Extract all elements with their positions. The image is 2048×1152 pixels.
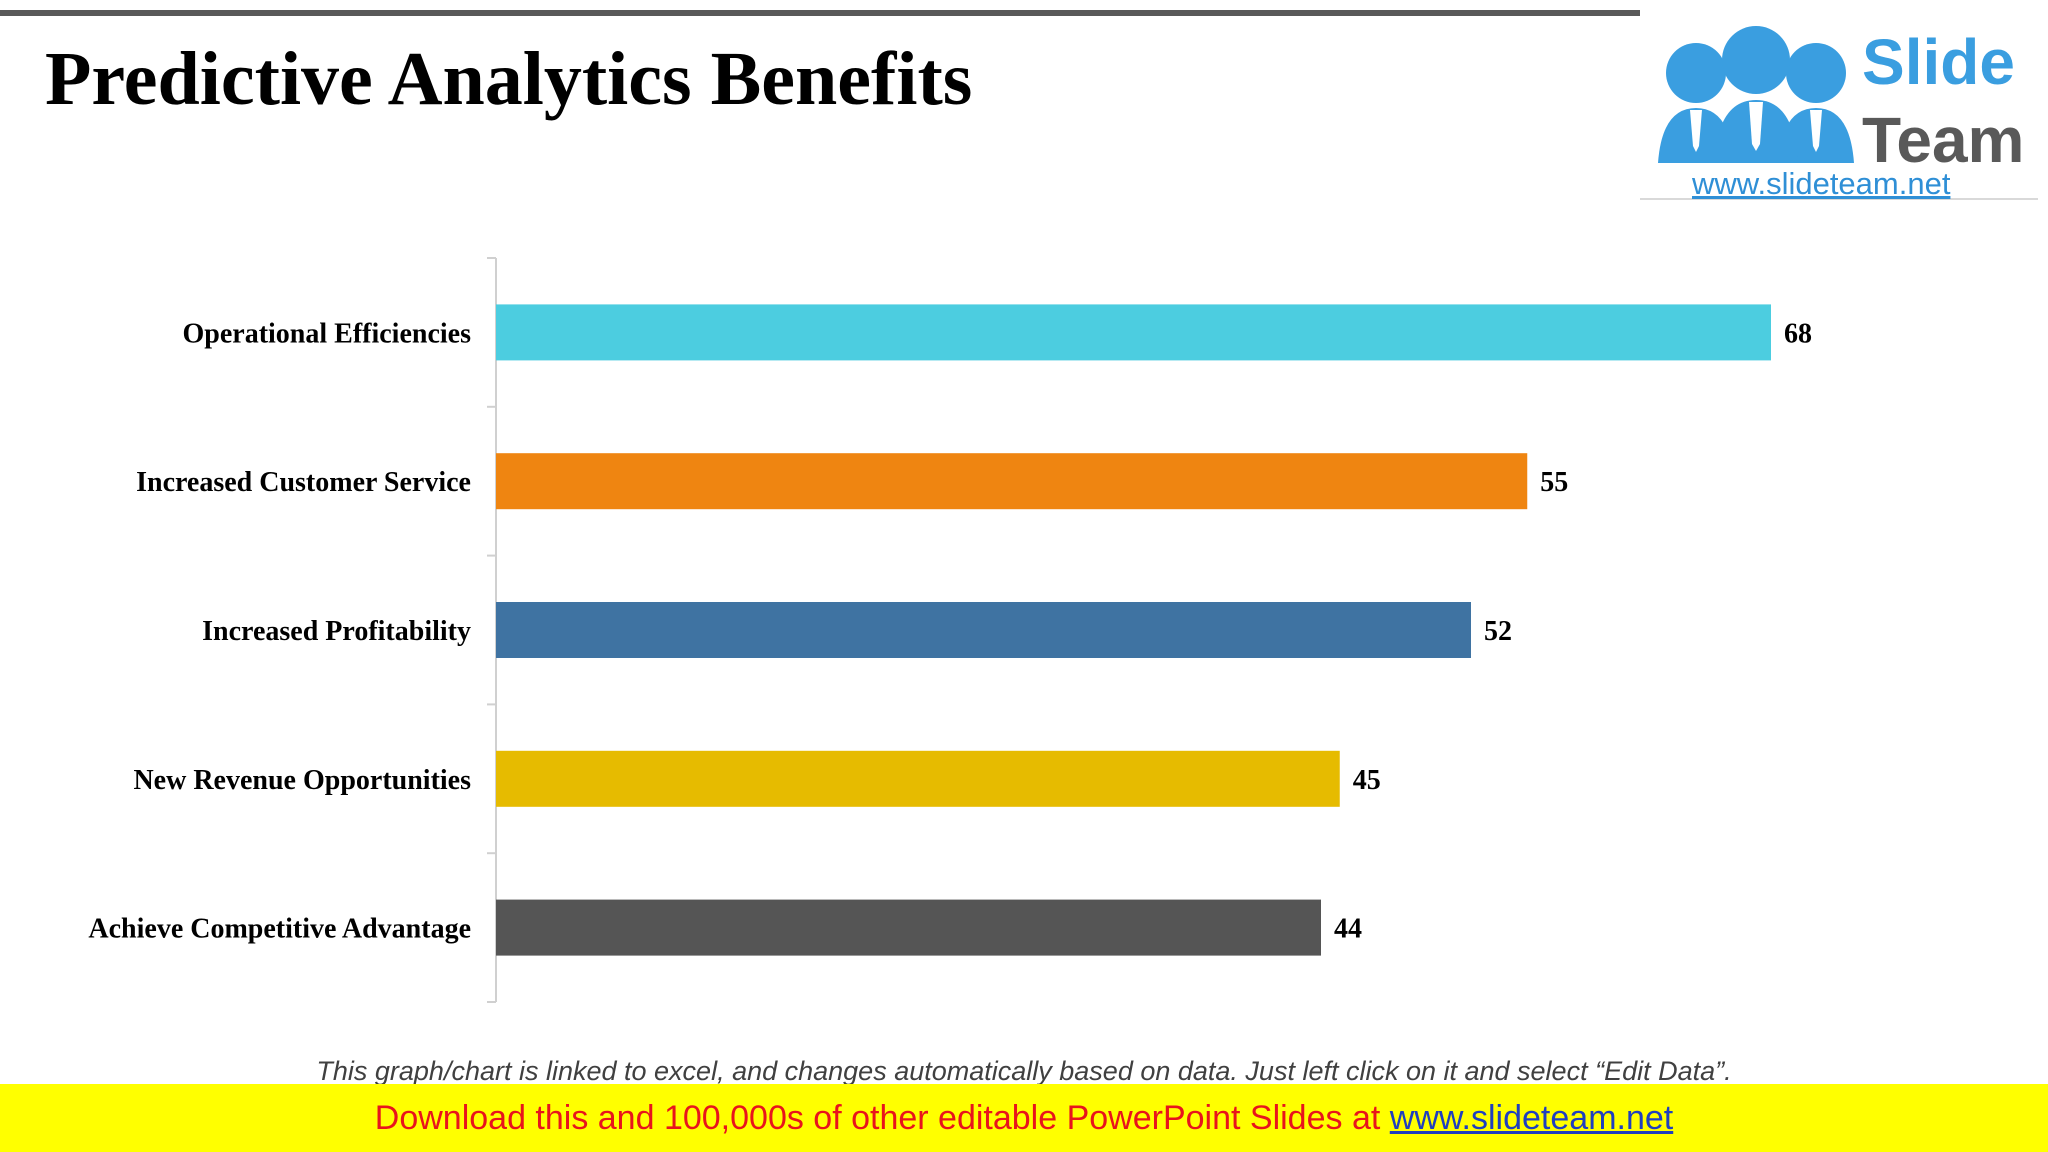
logo-word-slide: Slide: [1862, 26, 2015, 98]
bar-chart[interactable]: Operational Efficiencies 68 Increased Cust…: [0, 0, 2048, 1040]
bar-increased-profitability[interactable]: [496, 602, 1471, 658]
bar-achieve-competitive-advantage[interactable]: [496, 899, 1321, 956]
data-label: 52: [1484, 616, 1512, 647]
category-label: Increased Customer Service: [136, 467, 471, 498]
banner-text: Download this and 100,000s of other edit…: [374, 1099, 1390, 1137]
logo-word-team: Team: [1862, 104, 2025, 176]
category-label: Operational Efficiencies: [182, 318, 471, 349]
slideteam-logo[interactable]: Slide Team www.slideteam.net: [1640, 12, 2038, 201]
bar-new-revenue-opportunities[interactable]: [496, 750, 1340, 807]
chart-footnote: This graph/chart is linked to excel, and…: [316, 1056, 1732, 1086]
data-label: 44: [1334, 914, 1362, 945]
banner-link[interactable]: www.slideteam.net: [1389, 1099, 1674, 1137]
slide-title: Predictive Analytics Benefits: [45, 37, 973, 121]
category-label: New Revenue Opportunities: [133, 765, 471, 796]
logo-url-link[interactable]: www.slideteam.net: [1692, 166, 1951, 201]
data-label: 55: [1540, 467, 1568, 498]
header-rule: [0, 10, 1640, 16]
bar-increased-customer-service[interactable]: [496, 453, 1528, 510]
category-label: Achieve Competitive Advantage: [88, 914, 471, 945]
category-label: Increased Profitability: [202, 616, 471, 647]
data-label: 68: [1784, 318, 1812, 349]
bar-operational-efficiencies[interactable]: [496, 304, 1771, 361]
download-banner[interactable]: Download this and 100,000s of other edit…: [0, 1084, 2048, 1152]
data-label: 45: [1353, 765, 1381, 796]
people-icon: [1658, 26, 1854, 163]
